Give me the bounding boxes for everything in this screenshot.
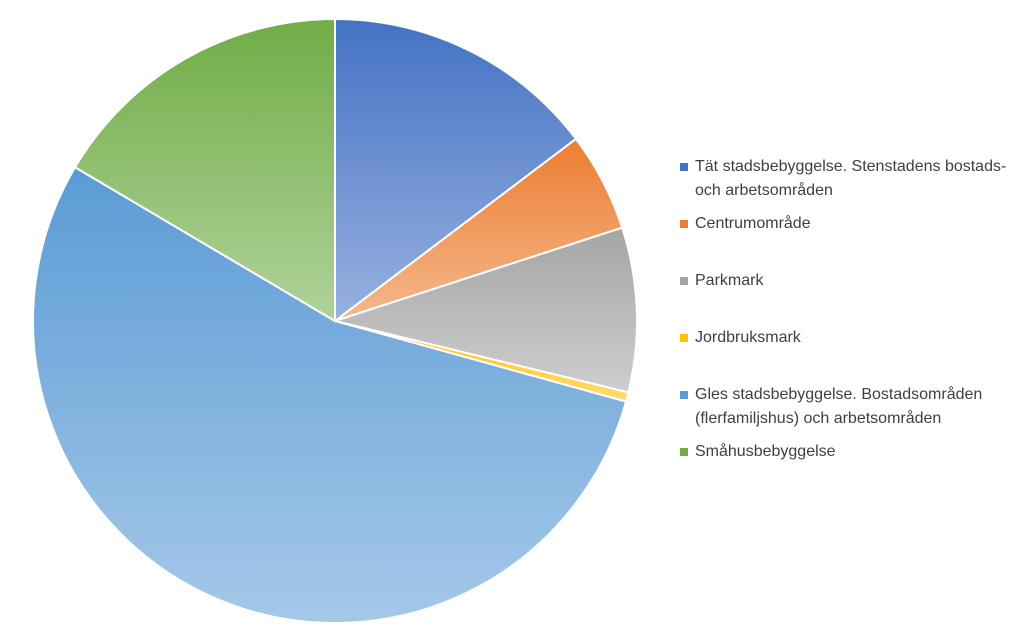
legend-label: Småhusbebyggelse [695,443,836,460]
legend-item: Parkmark [680,269,1015,293]
pie-slice [32,165,628,624]
legend-swatch [680,163,688,171]
legend-swatch [680,448,688,456]
legend-item: Småhusbebyggelse [680,440,1015,464]
legend-item: Centrumområde [680,212,1015,236]
pie-slice [331,226,638,394]
legend-item: Tät stadsbebyggelse. Stenstadens bostads… [680,155,1015,203]
pie-slice [334,17,578,324]
legend-label: Tät stadsbebyggelse. Stenstadens bostads… [695,158,1007,199]
legend-label: Gles stadsbebyggelse. Bostadsområden (fl… [695,386,983,427]
legend-label: Parkmark [695,272,764,289]
legend-swatch [680,391,688,399]
legend-swatch [680,220,688,228]
legend-swatch [680,334,688,342]
legend-label: Jordbruksmark [695,329,801,346]
pie-slice [73,17,336,323]
legend-item: Jordbruksmark [680,326,1015,350]
legend-swatch [680,277,688,285]
legend-item: Gles stadsbebyggelse. Bostadsområden (fl… [680,383,1015,431]
legend-label: Centrumområde [695,215,811,232]
